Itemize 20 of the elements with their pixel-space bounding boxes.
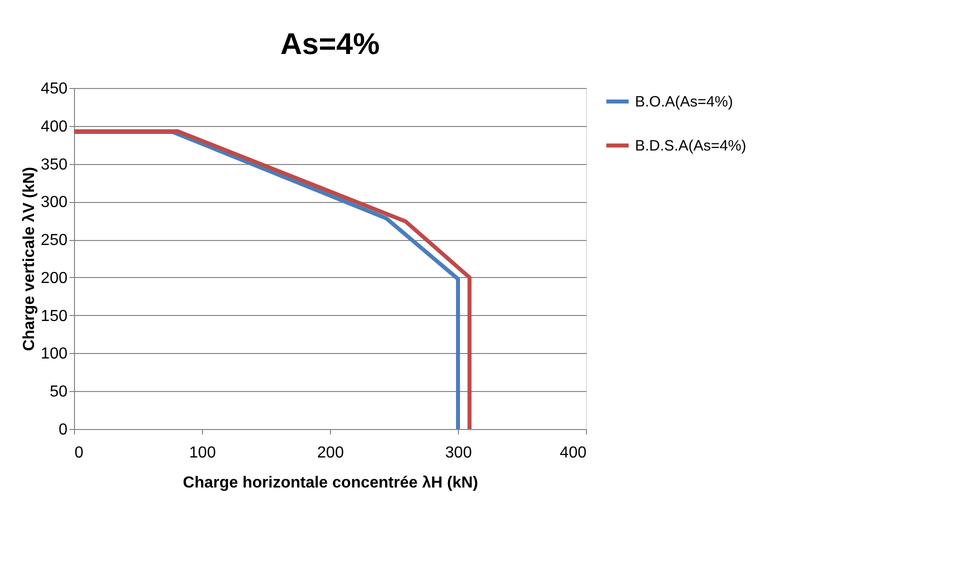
y-tick-label: 0: [58, 422, 68, 438]
chart-title: As=4%: [280, 28, 380, 61]
y-tick-label: 400: [40, 118, 68, 136]
x-axis-title: Charge horizontale concentrée λH (kN): [182, 474, 478, 492]
y-tick-label: 450: [40, 80, 68, 98]
y-tick-label: 300: [40, 194, 68, 212]
y-tick-label: 50: [50, 384, 68, 401]
y-tick-label: 350: [40, 156, 68, 174]
y-tick-label: 200: [40, 270, 68, 287]
x-tick-label: 300: [445, 444, 472, 462]
y-tick-label: 100: [40, 346, 68, 363]
y-tick-label: 250: [40, 232, 68, 250]
x-tick-label: 100: [189, 444, 216, 462]
x-tick-label: 400: [560, 444, 587, 462]
legend-label: B.D.S.A(As=4%): [635, 138, 746, 154]
x-tick-label: 200: [317, 444, 344, 462]
y-tick-label: 150: [40, 308, 68, 325]
y-axis-title: Charge verticale λV (kN): [20, 166, 38, 352]
legend-label: B.O.A(As=4%): [635, 94, 733, 110]
x-tick-label: 0: [74, 444, 84, 462]
